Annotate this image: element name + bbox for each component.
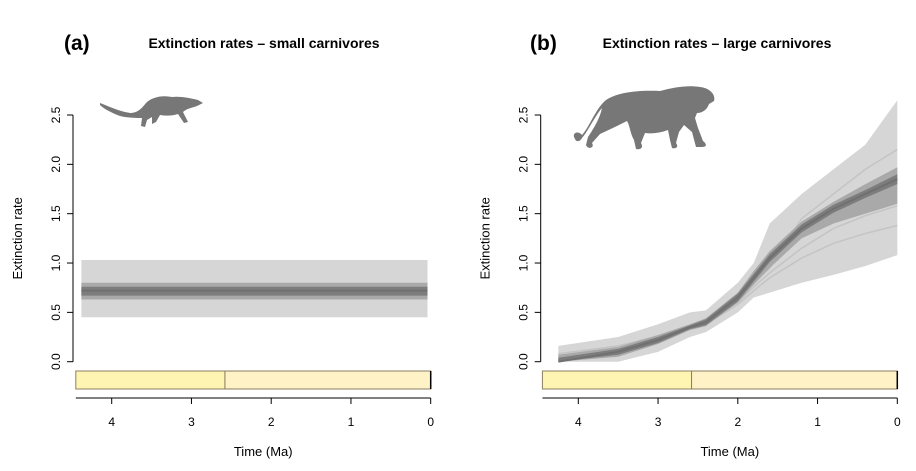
y-tick-label: 2.5	[49, 106, 63, 123]
chart-title-a: Extinction rates – small carnivores	[148, 35, 379, 51]
x-tick-label: 2	[268, 415, 275, 429]
x-tick-label: 1	[814, 415, 821, 429]
y-tick-label: 2.0	[49, 156, 63, 173]
x-tick-label: 3	[188, 415, 195, 429]
x-tick-label: 2	[734, 415, 741, 429]
credible-band-outer	[558, 100, 898, 362]
panel-label-a: (a)	[64, 32, 90, 55]
y-tick-label: 2.0	[517, 156, 531, 173]
timescale-epoch	[75, 370, 226, 390]
y-tick-label: 0.5	[517, 304, 531, 321]
x-axis-label: Time (Ma)	[700, 444, 759, 459]
panel-label-b: (b)	[530, 32, 557, 55]
panel-b: (b) Extinction rates – large carnivores …	[478, 32, 901, 459]
x-tick-label: 0	[894, 415, 901, 429]
y-tick-label: 2.5	[517, 106, 531, 123]
plot-area	[81, 260, 428, 318]
x-axis-label: Time (Ma)	[234, 444, 293, 459]
credible-band-mid	[558, 167, 898, 362]
y-tick-label: 1.5	[517, 205, 531, 222]
timescale-epoch	[691, 370, 898, 390]
timescale-epoch	[541, 370, 693, 390]
y-tick-label: 1.5	[49, 205, 63, 222]
plot-area	[558, 100, 898, 363]
y-tick-label: 1.0	[49, 254, 63, 271]
x-tick-label: 3	[655, 415, 662, 429]
chart-title-b: Extinction rates – large carnivores	[603, 35, 832, 51]
y-tick-label: 1.0	[517, 254, 531, 271]
x-tick-label: 0	[427, 415, 434, 429]
small-carnivore-icon	[100, 96, 203, 127]
y-tick-label: 0.5	[49, 304, 63, 321]
y-axis-label: Extinction rate	[10, 197, 25, 279]
median-line	[558, 178, 898, 363]
y-axis-label: Extinction rate	[478, 197, 493, 279]
y-tick-label: 0.0	[49, 353, 63, 370]
y-tick-label: 0.0	[517, 353, 531, 370]
x-tick-label: 4	[575, 415, 582, 429]
x-tick-label: 1	[348, 415, 355, 429]
timescale-epoch	[224, 370, 432, 390]
lion-icon	[573, 86, 715, 150]
panel-a: (a) Extinction rates – small carnivores …	[10, 32, 434, 459]
x-tick-label: 4	[108, 415, 115, 429]
